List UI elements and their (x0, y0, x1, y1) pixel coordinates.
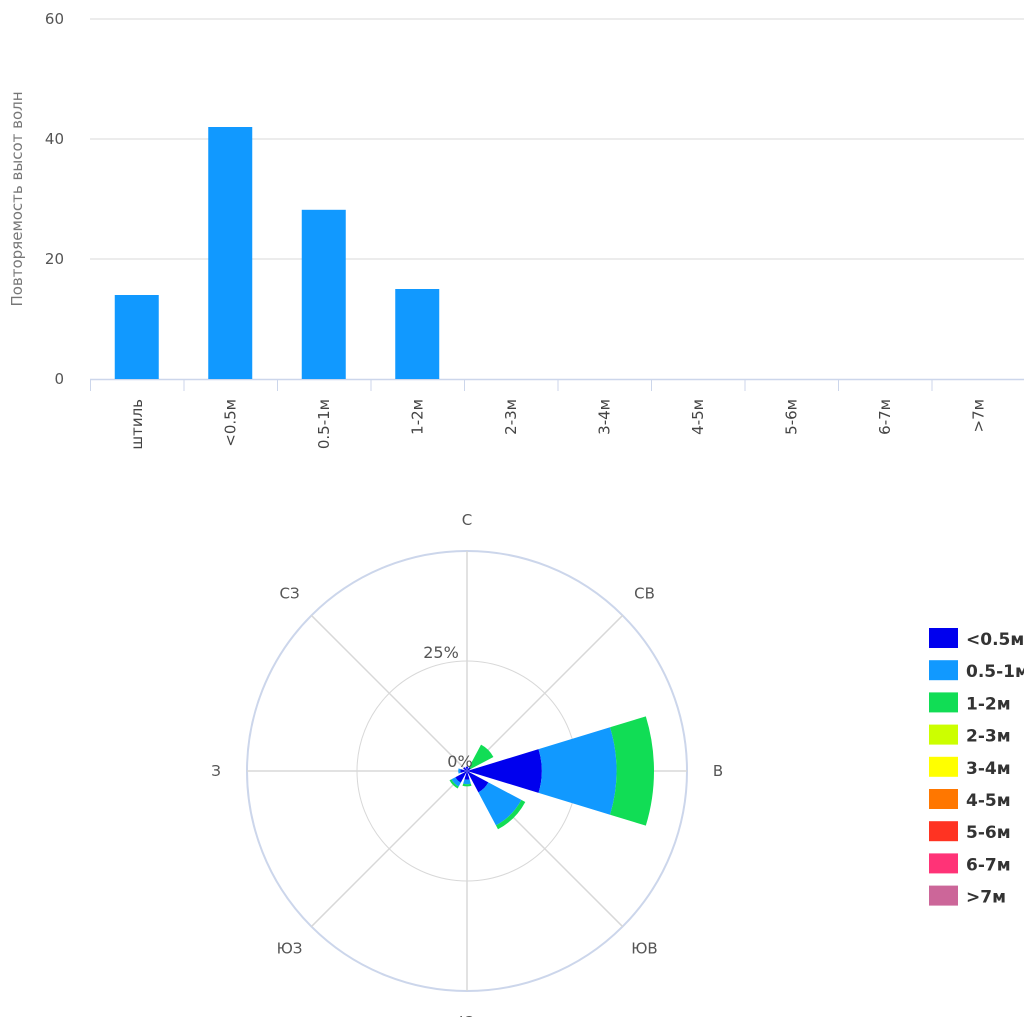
rose-spoke (310, 770, 468, 928)
legend-item[interactable]: >7м (929, 885, 1006, 908)
x-tick-label: 3-4м (595, 399, 613, 435)
legend-label: <0.5м (966, 630, 1024, 650)
x-tick-label: 0.5-1м (315, 399, 333, 449)
rose-sector (467, 771, 489, 793)
rose-sector (455, 771, 467, 783)
legend-item[interactable]: 1-2м (929, 692, 1011, 714)
rose-sector (464, 771, 470, 780)
legend-item[interactable]: <0.5м (929, 628, 1024, 650)
y-tick-label: 40 (45, 130, 64, 148)
y-tick-label: 0 (54, 370, 64, 388)
rose-sector (462, 783, 472, 787)
legend-label: 2-3м (966, 727, 1011, 747)
x-tick-label: 4-5м (689, 399, 707, 435)
x-tick-label: 6-7м (876, 399, 894, 435)
rose-sector (460, 769, 467, 773)
x-tick-label: 5-6м (782, 399, 800, 435)
y-axis-title: Повторяемость высот волн (8, 91, 26, 306)
rose-ring-label: 25% (423, 643, 459, 662)
rose-spoke (310, 614, 468, 772)
rose-direction-label: СЗ (279, 585, 299, 603)
legend-swatch (929, 885, 958, 906)
legend-label: 5-6м (966, 823, 1011, 843)
rose-direction-label: З (211, 762, 221, 780)
x-tick-label: 2-3м (502, 399, 520, 435)
legend-swatch (929, 789, 958, 809)
x-tick-label: <0.5м (221, 399, 239, 447)
legend-item[interactable]: 4-5м (929, 789, 1011, 811)
x-tick-label: штиль (128, 399, 146, 450)
legend-swatch (929, 756, 958, 777)
rose-sector (463, 767, 467, 771)
legend-item[interactable]: 5-6м (929, 821, 1011, 843)
rose-sector (465, 766, 469, 771)
legend-label: 6-7м (966, 855, 1011, 875)
legend-swatch (929, 724, 958, 745)
rose-sector (451, 777, 461, 787)
legend-label: >7м (966, 888, 1006, 908)
legend-swatch (929, 853, 958, 874)
bar (301, 209, 346, 379)
legend-item[interactable]: 2-3м (929, 724, 1011, 747)
rose-sector (449, 779, 459, 789)
rose-sector (495, 799, 526, 830)
rose-sector (469, 744, 494, 769)
bar (208, 127, 253, 379)
legend-swatch (929, 692, 958, 713)
rose-sector (458, 768, 461, 774)
legend-swatch (929, 660, 958, 681)
legend-label: 1-2м (966, 694, 1011, 714)
rose-sector (467, 767, 471, 771)
rose-direction-label: В (713, 762, 723, 780)
legend-label: 4-5м (966, 791, 1011, 811)
wind-rose-legend: <0.5м 0.5-1м 1-2м 2-3м 3-4м 4-5м 5-6м 6-7м >7м (929, 628, 1024, 908)
bar-chart: 0 20 40 60 Повторяемость высот волн штиль <0.5… (8, 10, 1024, 450)
rose-sector (610, 716, 654, 826)
legend-swatch (929, 821, 958, 842)
rose-sector (478, 782, 522, 826)
wind-rose-chart: С СВ В ЮВ Ю ЮЗ З СЗ 0% 25% (211, 511, 723, 1017)
rose-sector (538, 727, 617, 815)
legend-item[interactable]: 3-4м (929, 756, 1011, 779)
rose-ring-label: 0% (447, 752, 472, 771)
rose-sector (467, 749, 542, 793)
rose-direction-label: ЮЗ (277, 939, 303, 957)
x-tick-label: >7м (969, 399, 987, 432)
legend-swatch (929, 628, 958, 648)
legend-label: 3-4м (966, 759, 1011, 779)
rose-direction-label: Ю (459, 1013, 475, 1017)
legend-item[interactable]: 6-7м (929, 853, 1011, 875)
rose-direction-label: ЮВ (631, 939, 657, 957)
rose-direction-label: СВ (634, 585, 655, 603)
bar (114, 295, 159, 379)
bar (395, 289, 440, 379)
y-tick-label: 20 (45, 250, 64, 268)
x-tick-label: 1-2м (408, 399, 426, 435)
rose-direction-label: С (462, 511, 472, 529)
legend-label: 0.5-1м (966, 662, 1024, 682)
rose-sector (463, 779, 471, 785)
legend-item[interactable]: 0.5-1м (929, 660, 1024, 682)
y-tick-label: 60 (45, 10, 64, 28)
rose-spoke (466, 614, 624, 772)
